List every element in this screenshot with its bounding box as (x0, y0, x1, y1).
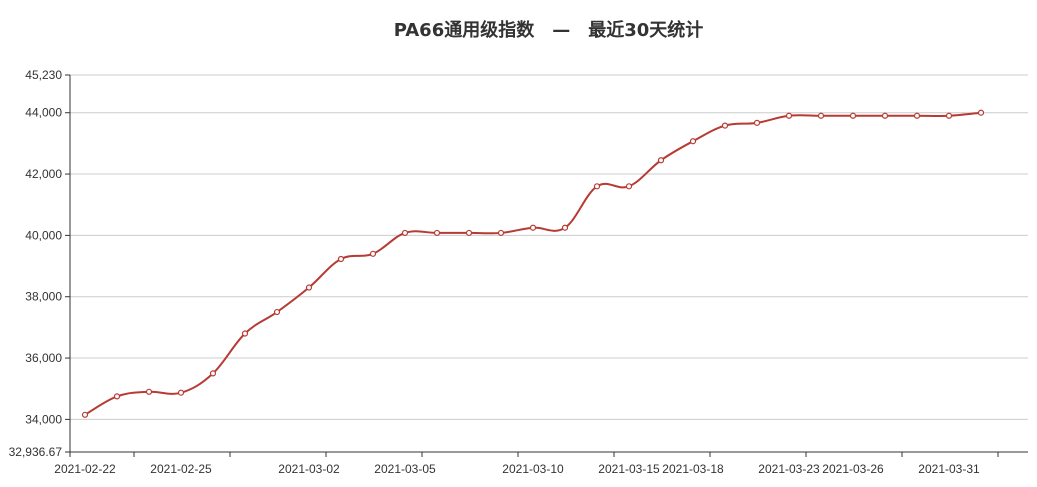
x-tick-label: 2021-03-15 (598, 462, 660, 476)
data-point (529, 224, 537, 231)
data-point (241, 330, 249, 337)
data-point (785, 112, 793, 119)
data-point (177, 389, 185, 396)
data-point (753, 119, 761, 126)
data-point (465, 229, 473, 237)
y-tick-label: 40,000 (25, 228, 62, 242)
x-tick-label: 2021-03-10 (502, 462, 564, 476)
data-point (817, 112, 825, 119)
y-tick-label: 38,000 (25, 290, 62, 304)
data-point (561, 224, 569, 231)
data-point (689, 138, 697, 145)
data-point (113, 393, 121, 400)
data-point (593, 183, 601, 190)
y-tick-label: 44,000 (25, 106, 62, 120)
data-point (625, 183, 633, 190)
y-tick-label: 42,000 (25, 167, 62, 181)
data-point (337, 255, 345, 263)
data-point (849, 112, 857, 119)
y-tick-label: 32,936.67 (9, 445, 63, 459)
data-point (401, 229, 409, 237)
y-tick-label: 45,230 (25, 68, 62, 82)
data-point (145, 388, 153, 395)
x-tick-label: 2021-03-31 (918, 462, 980, 476)
x-tick-label: 2021-03-05 (374, 462, 436, 476)
data-point (721, 122, 729, 129)
chart-title: PA66通用级指数 — 最近30天统计 (393, 20, 704, 41)
data-point (977, 109, 985, 116)
y-tick-label: 34,000 (25, 412, 62, 426)
x-tick-label: 2021-02-22 (54, 462, 116, 476)
data-point (657, 157, 665, 164)
data-point (497, 229, 505, 237)
data-point (433, 229, 441, 237)
data-point (945, 112, 953, 119)
series-line (84, 111, 982, 416)
x-tick-label: 2021-03-26 (822, 462, 884, 476)
data-point (881, 112, 889, 119)
x-tick-label: 2021-02-25 (150, 462, 212, 476)
x-tick-label: 2021-03-23 (758, 462, 820, 476)
x-tick-label: 2021-03-02 (278, 462, 340, 476)
data-point (305, 284, 313, 291)
data-point (273, 308, 281, 316)
data-point (369, 250, 377, 257)
data-point (209, 370, 217, 377)
data-point (913, 112, 921, 119)
data-point (81, 411, 89, 418)
x-tick-label: 2021-03-18 (662, 462, 724, 476)
y-tick-label: 36,000 (25, 351, 62, 365)
